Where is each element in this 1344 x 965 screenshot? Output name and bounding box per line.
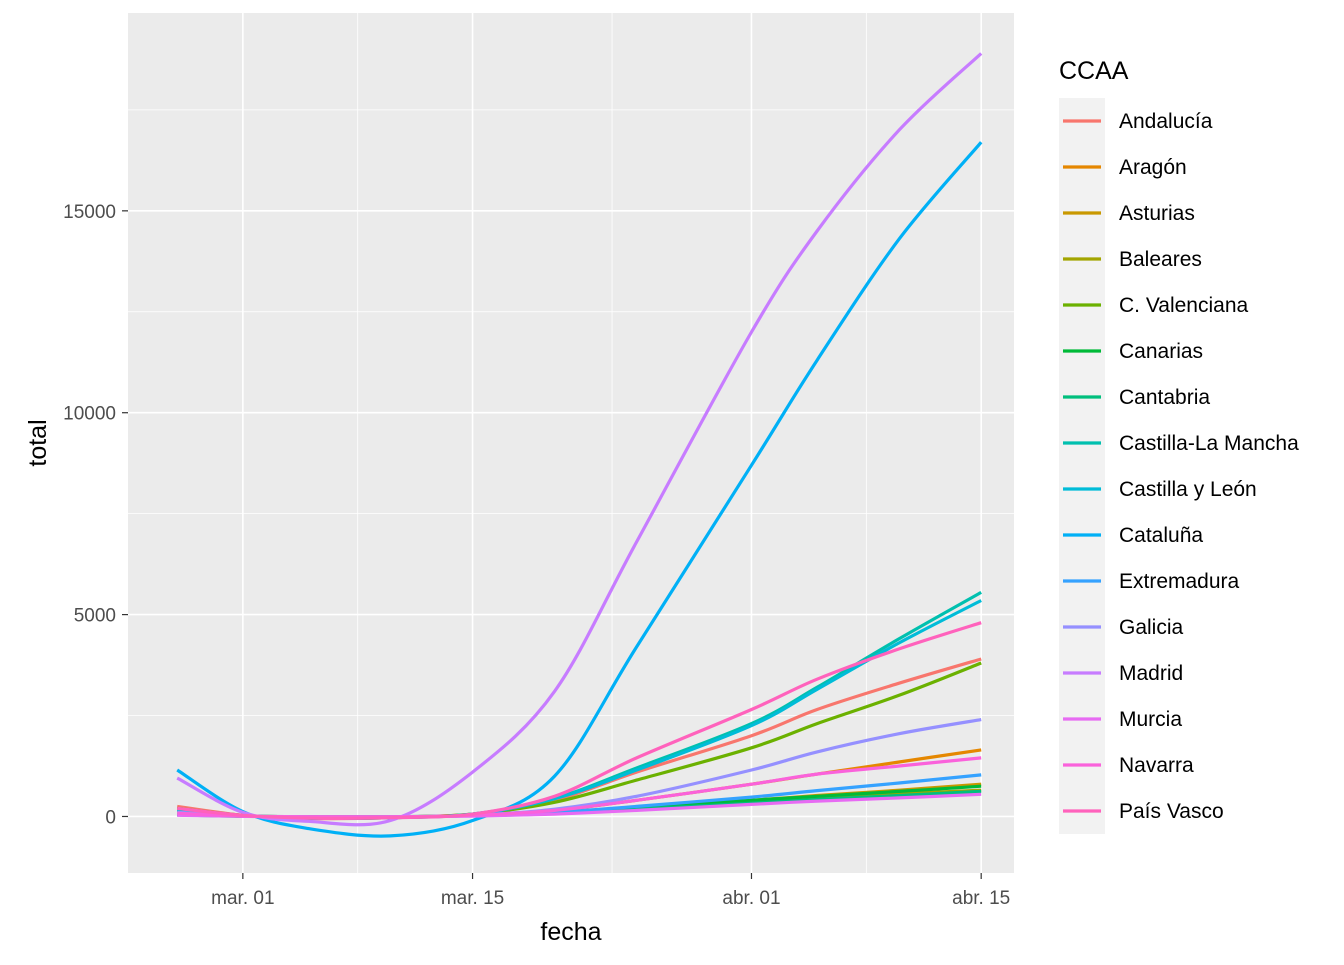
legend-label: Aragón	[1119, 156, 1187, 179]
legend-label: Cantabria	[1119, 386, 1210, 409]
legend-label: Baleares	[1119, 248, 1202, 271]
legend-label: País Vasco	[1119, 800, 1224, 823]
legend-label: Madrid	[1119, 662, 1183, 685]
legend-label: Castilla-La Mancha	[1119, 432, 1299, 455]
series-line-madrid	[176, 52, 983, 827]
x-tick-label: mar. 15	[441, 888, 504, 909]
x-tick-label: abr. 15	[952, 888, 1010, 909]
legend-label: Castilla y León	[1119, 478, 1257, 501]
legend-title: CCAA	[1059, 57, 1129, 85]
y-tick-label: 10000	[63, 404, 116, 425]
y-tick-label: 5000	[74, 606, 116, 627]
legend-label: Galicia	[1119, 616, 1184, 639]
legend-label: Navarra	[1119, 754, 1194, 777]
y-tick-label: 15000	[63, 202, 116, 223]
series-line-pais-vasco	[177, 621, 982, 820]
legend-label: Asturias	[1119, 202, 1195, 225]
legend-label: Cataluña	[1119, 524, 1203, 547]
x-axis-title: fecha	[540, 918, 601, 946]
legend-label: Extremadura	[1119, 570, 1240, 593]
series-line-cataluna	[176, 141, 983, 838]
legend-label: Murcia	[1119, 708, 1182, 731]
legend-label: Canarias	[1119, 340, 1203, 363]
y-tick-label: 0	[105, 807, 116, 828]
x-tick-label: abr. 01	[722, 888, 780, 909]
legend-label: C. Valenciana	[1119, 294, 1249, 317]
y-axis-title: total	[24, 419, 52, 466]
plot-panel	[128, 13, 1014, 873]
legend-label: Andalucía	[1119, 110, 1213, 133]
x-tick-label: mar. 01	[211, 888, 274, 909]
